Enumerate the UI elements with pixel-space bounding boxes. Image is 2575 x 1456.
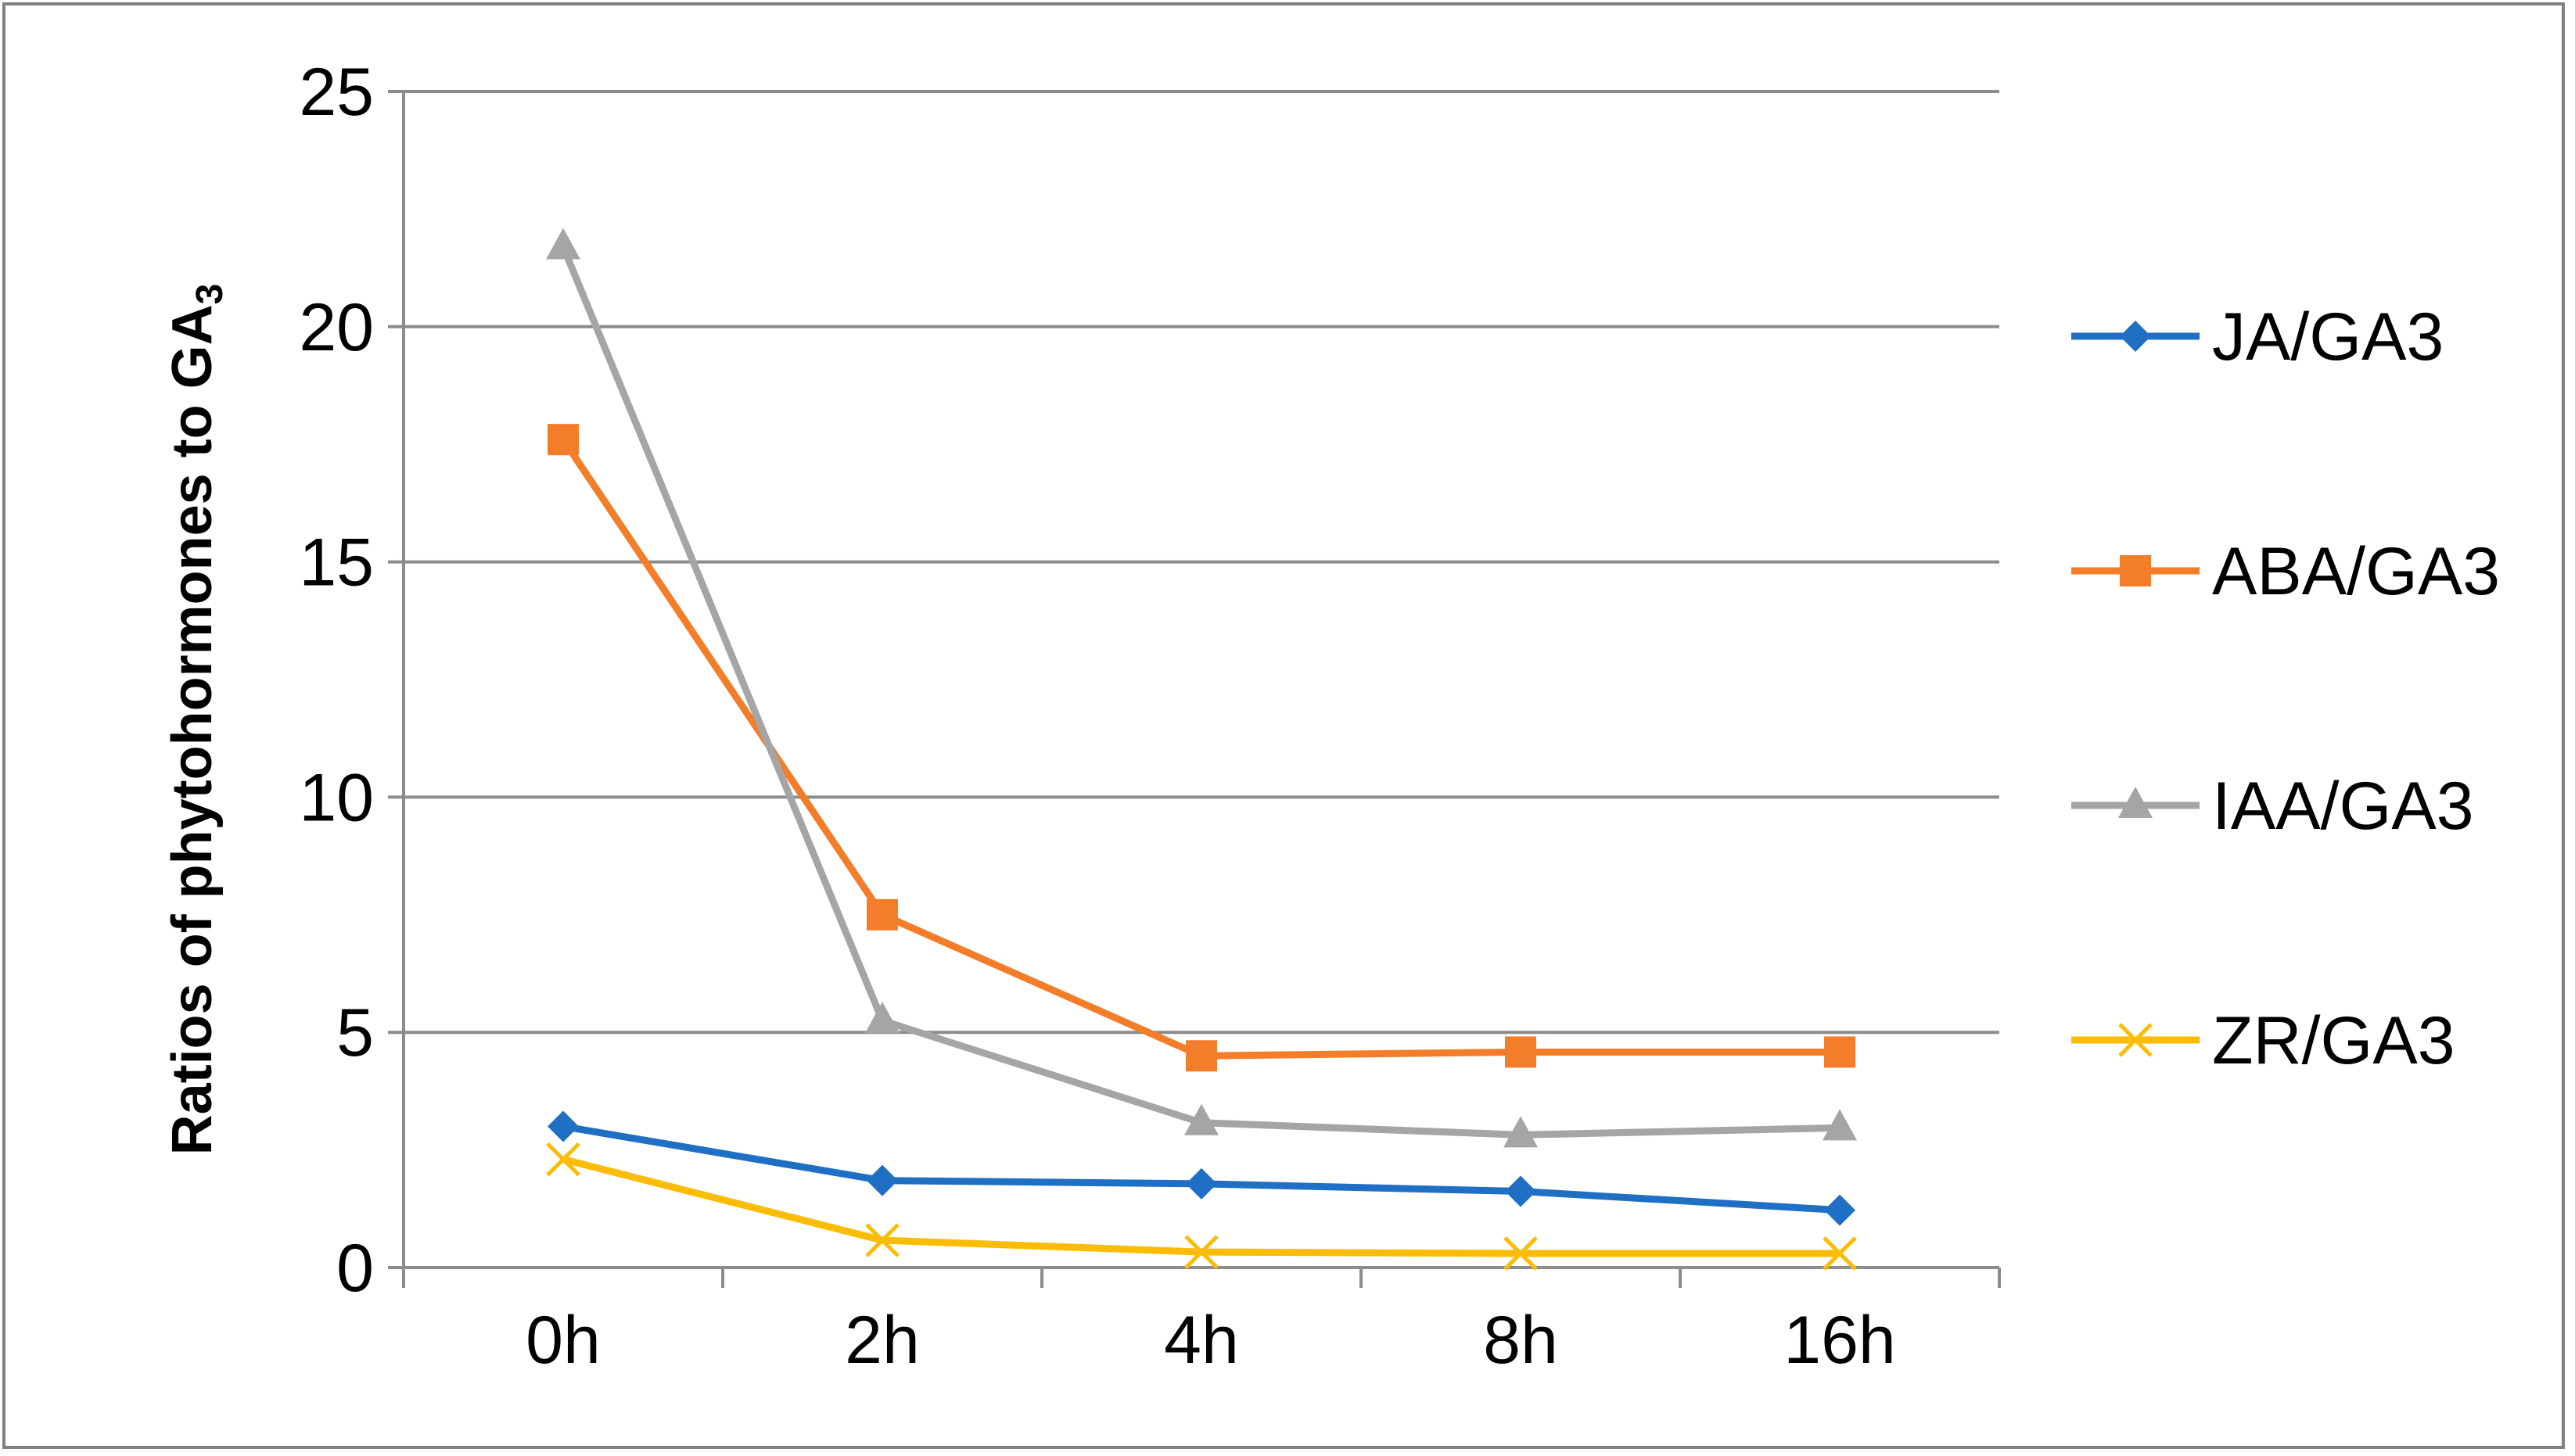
y-tick-label: 0 (336, 1231, 374, 1306)
x-tick-label: 0h (526, 1303, 601, 1378)
data-point-iaa-ga3 (865, 1002, 900, 1034)
data-point-ja-ga3 (1824, 1194, 1855, 1226)
y-axis-title-subscript: 3 (189, 284, 231, 305)
data-point-aba-ga3 (1186, 1040, 1217, 1072)
series-lines (546, 228, 1857, 1271)
legend-label-ja-ga3: JA/GA3 (2212, 299, 2444, 375)
data-point-zr-ga3 (546, 1142, 580, 1177)
y-tick-label: 10 (299, 760, 374, 835)
data-point-zr-ga3 (865, 1223, 900, 1257)
data-point-ja-ga3 (548, 1110, 579, 1142)
legend-marker-zr-ga3 (2118, 1023, 2153, 1057)
data-point-iaa-ga3 (1823, 1109, 1857, 1141)
legend-label-iaa-ga3: IAA/GA3 (2212, 769, 2474, 844)
y-axis-title: Ratios of phytohormones to GA3 (161, 284, 231, 1156)
data-point-zr-ga3 (1503, 1236, 1538, 1271)
legend-marker-aba-ga3 (2120, 555, 2151, 586)
data-point-zr-ga3 (1184, 1235, 1219, 1269)
legend-marker-iaa-ga3 (2118, 787, 2153, 818)
y-axis-title-text: Ratios of phytohormones to GA (161, 304, 224, 1155)
data-point-iaa-ga3 (546, 228, 580, 260)
legend-marker-ja-ga3 (2120, 321, 2151, 352)
x-tick-label: 4h (1164, 1303, 1239, 1378)
gridlines (404, 90, 1999, 1035)
data-point-iaa-ga3 (1503, 1116, 1538, 1148)
x-tick-label: 2h (845, 1303, 920, 1378)
data-point-ja-ga3 (1505, 1175, 1536, 1207)
y-tick-label: 15 (299, 525, 374, 601)
data-point-ja-ga3 (1186, 1167, 1217, 1200)
x-tick-label: 8h (1483, 1303, 1558, 1378)
data-point-aba-ga3 (1505, 1036, 1536, 1068)
legend-label-aba-ga3: ABA/GA3 (2212, 534, 2500, 609)
data-point-aba-ga3 (548, 424, 579, 456)
y-tick-label: 25 (299, 55, 374, 130)
y-tick-label: 20 (299, 290, 374, 365)
series-line-iaa-ga3 (559, 245, 1841, 1139)
data-point-aba-ga3 (1824, 1036, 1855, 1068)
data-point-ja-ga3 (867, 1164, 898, 1196)
x-tick-label: 16h (1783, 1303, 1896, 1378)
data-point-iaa-ga3 (1184, 1103, 1219, 1135)
legend: JA/GA3 ABA/GA3 IAA/GA3 ZR/GA3 (2071, 299, 2500, 1078)
data-point-zr-ga3 (1823, 1236, 1857, 1271)
data-point-aba-ga3 (867, 898, 898, 931)
axes: 0 5 10 15 20 25 0h 2h 4h 8h 16h (299, 55, 2001, 1378)
legend-label-zr-ga3: ZR/GA3 (2212, 1003, 2455, 1078)
series-line-aba-ga3 (560, 437, 1840, 1060)
y-tick-label: 5 (336, 995, 374, 1070)
